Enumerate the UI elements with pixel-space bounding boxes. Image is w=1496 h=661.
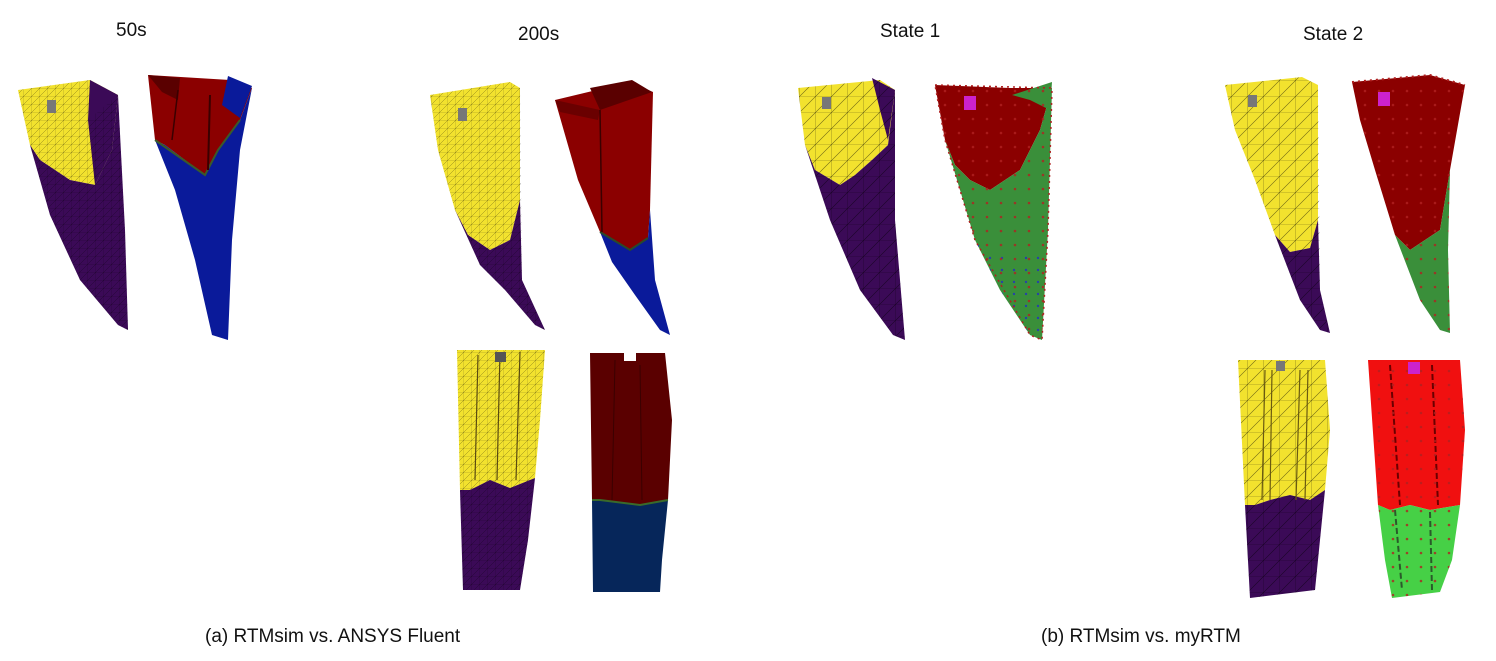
inlet-marker <box>1408 362 1420 374</box>
caption-a: (a) RTMsim vs. ANSYS Fluent <box>205 626 461 647</box>
inlet-marker <box>495 352 506 362</box>
render-200s-ansys-bottom <box>590 352 672 592</box>
render-state2-myrtm-bottom <box>1368 360 1465 598</box>
render-state2-rtmsim-top <box>1225 77 1330 333</box>
render-50s-ansys <box>148 75 252 340</box>
inlet-marker <box>1248 95 1257 107</box>
render-state1-rtmsim <box>798 78 905 340</box>
inlet-marker <box>822 97 831 109</box>
label-200s: 200s <box>518 24 560 45</box>
render-50s-rtmsim <box>18 80 128 330</box>
inlet-marker <box>458 108 467 121</box>
render-200s-rtmsim-bottom <box>457 350 545 590</box>
label-state-2: State 2 <box>1303 24 1364 45</box>
label-50s: 50s <box>116 20 147 41</box>
inlet-marker <box>1378 92 1390 106</box>
inlet-marker <box>964 96 976 110</box>
inlet-marker <box>47 100 56 113</box>
render-200s-ansys-top <box>555 80 670 335</box>
render-state1-myrtm <box>934 82 1053 342</box>
render-200s-rtmsim-top <box>430 82 545 330</box>
render-state2-rtmsim-bottom <box>1238 360 1330 598</box>
label-state-1: State 1 <box>880 21 941 42</box>
caption-b: (b) RTMsim vs. myRTM <box>1041 626 1241 647</box>
inlet-marker <box>1276 361 1285 371</box>
render-state2-myrtm-top <box>1351 73 1466 333</box>
